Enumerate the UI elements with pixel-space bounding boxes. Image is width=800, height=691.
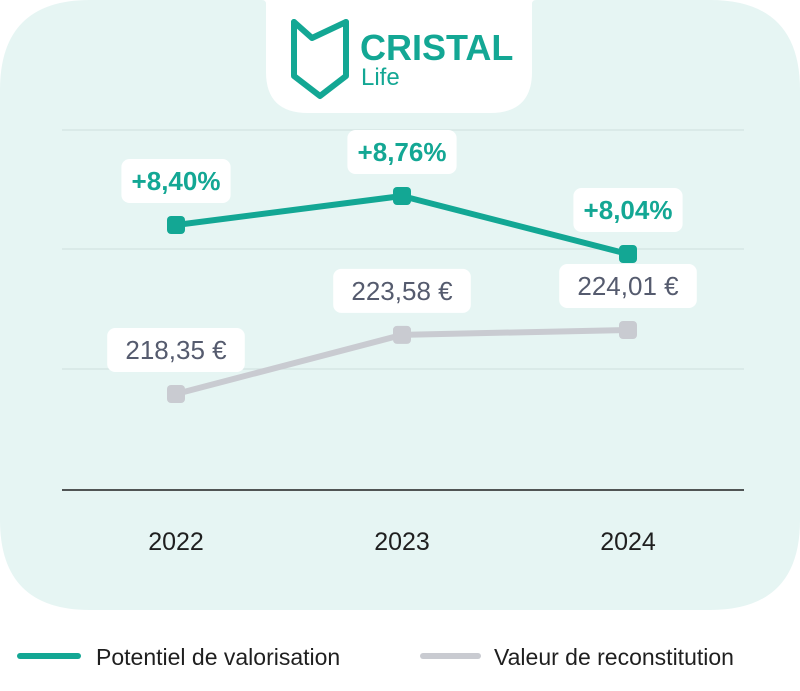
data-label-text: 224,01 €	[577, 271, 679, 301]
brand-name-top: CRISTAL	[360, 27, 513, 68]
x-tick-label: 2022	[148, 528, 204, 556]
x-tick-labels: 2022 2023 2024	[148, 528, 656, 556]
brand-name-bottom: Life	[361, 64, 400, 91]
data-point	[393, 325, 411, 344]
legend-label-valeur: Valeur de reconstitution	[494, 644, 734, 670]
data-label-box	[573, 188, 683, 232]
data-label-text: +8,76%	[358, 137, 447, 167]
data-label-box	[559, 264, 697, 308]
data-point	[393, 187, 411, 205]
data-label-box	[107, 328, 245, 372]
shield-icon	[291, 19, 349, 99]
x-tick-label: 2023	[374, 528, 430, 556]
data-label: 224,01 €	[559, 264, 697, 308]
data-label: 223,58 €	[333, 268, 471, 313]
data-label: +8,76%	[347, 130, 457, 174]
data-label-text: 218,35 €	[125, 335, 227, 365]
series-layer: +8,40% +8,76% +8,04% 218,35 € 223,58 € 224,01…	[107, 130, 697, 403]
data-label-text: +8,04%	[584, 195, 673, 225]
data-point	[619, 245, 637, 263]
brand-logo: CRISTAL Life	[291, 19, 513, 99]
x-tick-label: 2024	[600, 528, 656, 556]
data-label: +8,40%	[121, 159, 231, 203]
data-label-box	[121, 159, 231, 203]
shield-accent-icon	[291, 19, 349, 41]
data-label-box	[333, 268, 471, 313]
data-point	[167, 385, 185, 403]
data-point	[619, 321, 637, 339]
data-point	[167, 216, 185, 234]
data-label-text: 223,58 €	[351, 276, 453, 306]
legend-label-potentiel: Potentiel de valorisation	[96, 644, 340, 670]
data-label-text: +8,40%	[132, 166, 221, 196]
legend: Potentiel de valorisation Valeur de reco…	[17, 644, 734, 670]
data-label: 218,35 €	[107, 328, 245, 372]
data-label: +8,04%	[573, 188, 683, 232]
data-label-box	[347, 130, 457, 174]
